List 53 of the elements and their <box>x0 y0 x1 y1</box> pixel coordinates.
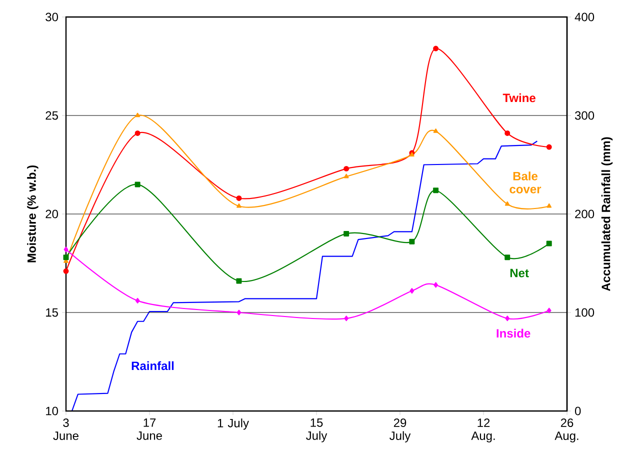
point <box>135 112 140 118</box>
point <box>546 240 552 246</box>
point <box>546 308 552 314</box>
point <box>505 316 510 322</box>
y2-tick-label: 200 <box>575 210 594 218</box>
x-tick-label: 17 June <box>136 418 162 440</box>
point <box>344 166 350 172</box>
point <box>504 201 510 206</box>
series-label: Inside <box>496 328 530 338</box>
point <box>344 316 349 322</box>
point <box>504 254 510 260</box>
point <box>64 246 68 252</box>
point <box>236 195 242 201</box>
series-label: Net <box>510 268 529 278</box>
x-tick-label: 3 June <box>53 418 78 440</box>
y-tick-label: 15 <box>46 308 58 317</box>
x-tick-label: 1 July <box>218 418 249 430</box>
point <box>433 128 438 133</box>
y2-tick-label: 0 <box>574 406 581 416</box>
point <box>63 254 69 260</box>
series-label: Twine <box>502 93 536 102</box>
x-tick-label: 15 July <box>306 418 328 442</box>
y-axis-title: Moisture (% w.b.) <box>27 165 38 262</box>
point <box>433 188 439 194</box>
x-tick-label: 26 Aug. <box>554 418 578 442</box>
point <box>546 203 552 208</box>
point <box>344 174 349 178</box>
point <box>63 268 69 274</box>
y2-tick-label: 300 <box>574 111 594 120</box>
series-label: Bale cover <box>510 172 542 194</box>
point <box>409 238 415 244</box>
x-tick-label: 29 July <box>390 418 411 442</box>
point <box>504 130 510 136</box>
point <box>236 278 242 284</box>
point <box>236 203 242 208</box>
point <box>434 282 438 288</box>
point <box>410 288 414 294</box>
point <box>433 46 439 52</box>
y2-tick-label: 400 <box>574 12 594 22</box>
point <box>134 182 140 188</box>
point <box>344 230 350 236</box>
point <box>134 130 140 136</box>
x-tick-label: 12 Aug. <box>471 418 495 442</box>
point <box>546 144 552 150</box>
series-label: Rainfall <box>132 361 174 370</box>
y-tick-label: 10 <box>46 406 58 416</box>
point <box>135 298 140 304</box>
y-tick-label: 30 <box>46 12 58 22</box>
y-tick-label: 25 <box>46 111 58 120</box>
point <box>236 310 242 316</box>
y2-axis-title: Accumulated Rainfall (mm) <box>601 137 613 292</box>
y2-tick-label: 100 <box>575 308 594 317</box>
y-tick-label: 20 <box>46 210 58 218</box>
